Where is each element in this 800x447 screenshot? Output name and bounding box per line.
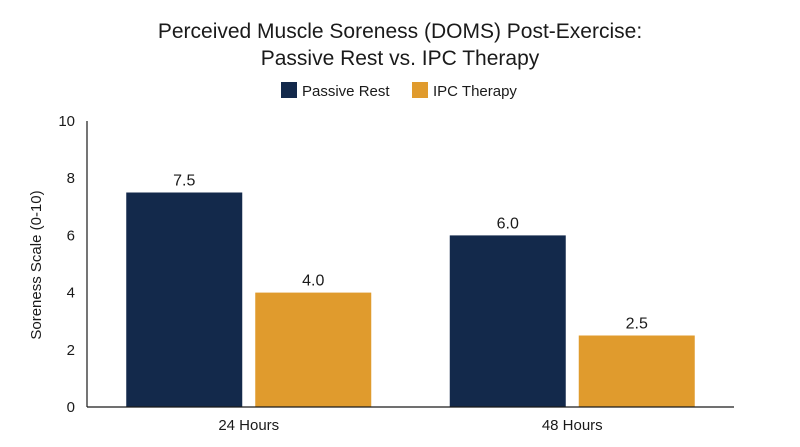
y-tick-label-8: 8 (67, 170, 75, 187)
data-label-0-0: 7.5 (173, 173, 195, 190)
data-label-0-1: 6.0 (497, 215, 519, 232)
data-labels: 7.5 4.0 6.0 2.5 (173, 173, 648, 333)
legend: Passive Rest IPC Therapy (281, 82, 517, 100)
chart-title: Perceived Muscle Soreness (DOMS) Post-Ex… (158, 20, 642, 70)
legend-label-passive-rest: Passive Rest (302, 83, 390, 100)
bar-1-1 (578, 335, 695, 407)
y-tick-label-0: 0 (67, 399, 75, 416)
legend-swatch-ipc-therapy (412, 82, 428, 98)
x-axis-ticks: 24 Hours 48 Hours (218, 417, 602, 434)
chart-title-line-1: Perceived Muscle Soreness (DOMS) Post-Ex… (158, 20, 642, 43)
bars (126, 192, 695, 407)
y-axis-label: Soreness Scale (0-10) (28, 190, 45, 339)
chart-title-line-2: Passive Rest vs. IPC Therapy (261, 47, 540, 70)
y-tick-label-6: 6 (67, 227, 75, 244)
y-tick-label-10: 10 (58, 113, 75, 130)
bar-0-0 (126, 192, 243, 407)
bar-1-0 (255, 292, 372, 407)
y-axis-ticks: 0 2 4 6 8 10 (58, 113, 75, 416)
y-tick-label-2: 2 (67, 342, 75, 359)
legend-swatch-passive-rest (281, 82, 297, 98)
legend-label-ipc-therapy: IPC Therapy (433, 83, 517, 100)
y-tick-label-4: 4 (67, 285, 75, 302)
bar-0-1 (449, 235, 566, 407)
x-tick-label-0: 24 Hours (218, 417, 279, 434)
x-tick-label-1: 48 Hours (542, 417, 603, 434)
data-label-1-0: 4.0 (302, 273, 324, 290)
data-label-1-1: 2.5 (626, 316, 648, 333)
